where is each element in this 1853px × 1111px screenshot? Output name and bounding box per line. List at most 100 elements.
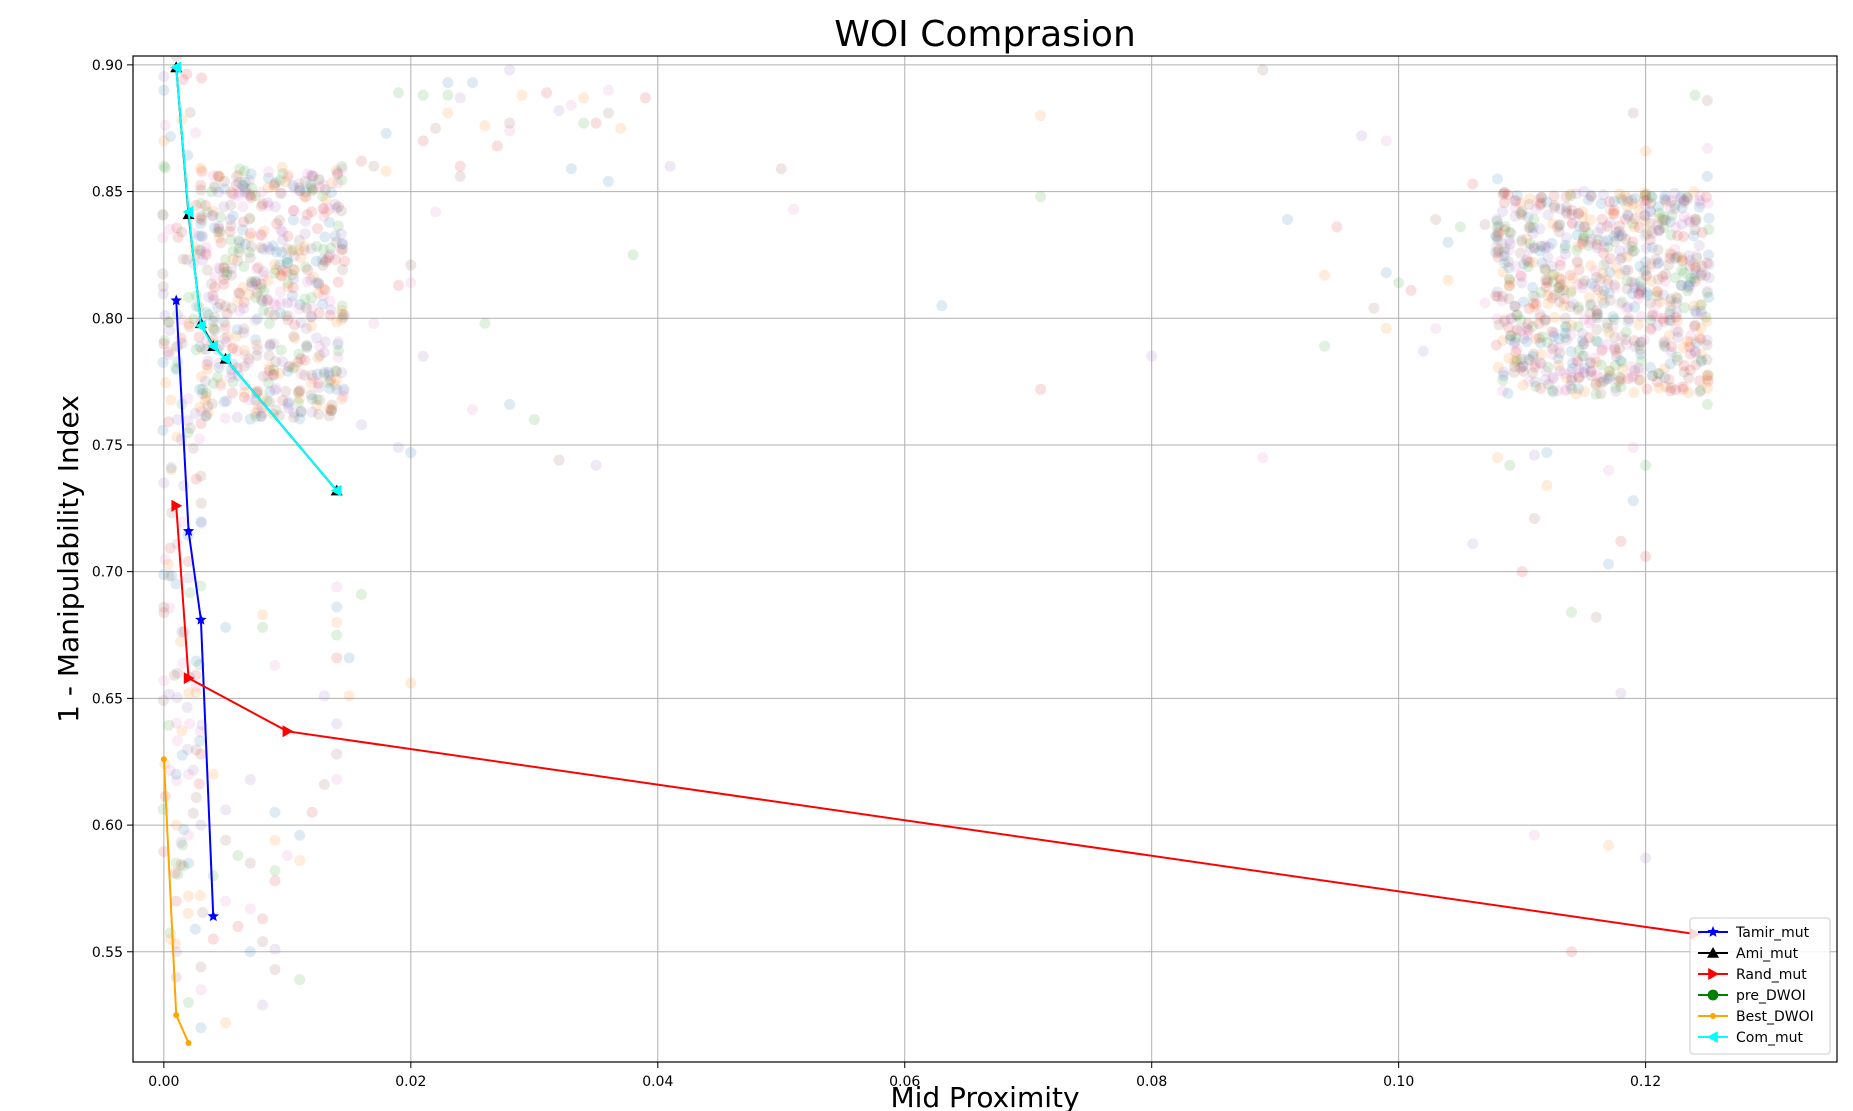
scatter-point bbox=[1688, 273, 1700, 285]
scatter-point bbox=[195, 179, 207, 191]
scatter-point bbox=[1633, 288, 1645, 300]
scatter-point bbox=[1505, 330, 1517, 342]
scatter-point bbox=[251, 278, 263, 290]
scatter-point bbox=[1503, 280, 1515, 292]
scatter-point bbox=[301, 341, 313, 353]
scatter-point bbox=[1595, 359, 1607, 371]
scatter-point bbox=[1647, 370, 1659, 382]
scatter-point bbox=[1635, 281, 1647, 293]
scatter-point bbox=[178, 860, 190, 872]
scatter-point bbox=[1582, 194, 1594, 206]
scatter-point bbox=[1566, 204, 1578, 216]
scatter-point bbox=[1492, 228, 1504, 240]
scatter-point bbox=[1559, 248, 1571, 260]
scatter-point bbox=[1701, 334, 1713, 346]
scatter-point bbox=[1617, 363, 1629, 375]
scatter-point bbox=[171, 735, 183, 747]
scatter-point bbox=[317, 290, 329, 302]
scatter-point bbox=[202, 400, 214, 412]
scatter-point bbox=[1585, 365, 1597, 377]
scatter-point bbox=[182, 907, 194, 919]
scatter-point bbox=[233, 190, 245, 202]
scatter-point bbox=[1640, 459, 1652, 471]
scatter-point bbox=[170, 362, 182, 374]
scatter-point bbox=[1511, 353, 1523, 365]
scatter-point bbox=[225, 220, 237, 232]
scatter-point bbox=[1572, 355, 1584, 367]
scatter-point bbox=[332, 168, 344, 180]
scatter-point bbox=[281, 257, 293, 269]
scatter-point bbox=[282, 277, 294, 289]
scatter-point bbox=[1670, 384, 1682, 396]
scatter-point bbox=[1552, 385, 1564, 397]
scatter-point bbox=[1626, 288, 1638, 300]
scatter-point bbox=[1626, 241, 1638, 253]
scatter-point bbox=[1516, 566, 1528, 578]
scatter-point bbox=[283, 396, 295, 408]
scatter-point bbox=[318, 690, 330, 702]
series-marker bbox=[170, 294, 182, 306]
scatter-point bbox=[1585, 191, 1597, 203]
scatter-point bbox=[1573, 220, 1585, 232]
scatter-point bbox=[1664, 300, 1676, 312]
scatter-point bbox=[317, 190, 329, 202]
scatter-point bbox=[239, 176, 251, 188]
scatter-point bbox=[158, 846, 170, 858]
series-line bbox=[175, 300, 215, 917]
scatter-point bbox=[1695, 322, 1707, 334]
scatter-point bbox=[1522, 211, 1534, 223]
scatter-point bbox=[312, 287, 324, 299]
scatter-point bbox=[1695, 348, 1707, 360]
scatter-point bbox=[602, 107, 614, 119]
scatter-point bbox=[256, 294, 268, 306]
scatter-point bbox=[1576, 335, 1588, 347]
scatter-point bbox=[251, 313, 263, 325]
scatter-point bbox=[221, 269, 233, 281]
scatter-point bbox=[183, 857, 195, 869]
scatter-point bbox=[1528, 512, 1540, 524]
scatter-point bbox=[1687, 258, 1699, 270]
scatter-point bbox=[170, 775, 182, 787]
scatter-point bbox=[1511, 309, 1523, 321]
scatter-point bbox=[1540, 373, 1552, 385]
scatter-point bbox=[1609, 208, 1621, 220]
scatter-point bbox=[1497, 374, 1509, 386]
scatter-point bbox=[244, 212, 256, 224]
scatter-point bbox=[319, 256, 331, 268]
scatter-point bbox=[1664, 358, 1676, 370]
scatter-point bbox=[1640, 190, 1652, 202]
scatter-point bbox=[1609, 279, 1621, 291]
scatter-point bbox=[305, 169, 317, 181]
scatter-point bbox=[172, 667, 184, 679]
scatter-point bbox=[1678, 211, 1690, 223]
scatter-point bbox=[504, 398, 516, 410]
scatter-point bbox=[336, 367, 348, 379]
scatter-point bbox=[306, 311, 318, 323]
scatter-point bbox=[1572, 304, 1584, 316]
scatter-point bbox=[1564, 190, 1576, 202]
scatter-point bbox=[1634, 344, 1646, 356]
scatter-point bbox=[209, 181, 221, 193]
scatter-point bbox=[1499, 257, 1511, 269]
scatter-point bbox=[281, 266, 293, 278]
scatter-point bbox=[1689, 213, 1701, 225]
scatter-point bbox=[195, 470, 207, 482]
scatter-point bbox=[176, 314, 188, 326]
scatter-point bbox=[305, 242, 317, 254]
scatter-point bbox=[1527, 227, 1539, 239]
scatter-point bbox=[255, 200, 267, 212]
scatter-point bbox=[1604, 253, 1616, 265]
scatter-point bbox=[207, 315, 219, 327]
scatter-point bbox=[1678, 196, 1690, 208]
scatter-point bbox=[1685, 330, 1697, 342]
scatter-point bbox=[219, 320, 231, 332]
scatter-point bbox=[178, 480, 190, 492]
scatter-point bbox=[1694, 332, 1706, 344]
scatter-point bbox=[1508, 361, 1520, 373]
scatter-point bbox=[1491, 231, 1503, 243]
scatter-point bbox=[1629, 277, 1641, 289]
scatter-point bbox=[298, 244, 310, 256]
scatter-point bbox=[1675, 191, 1687, 203]
scatter-point bbox=[311, 277, 323, 289]
